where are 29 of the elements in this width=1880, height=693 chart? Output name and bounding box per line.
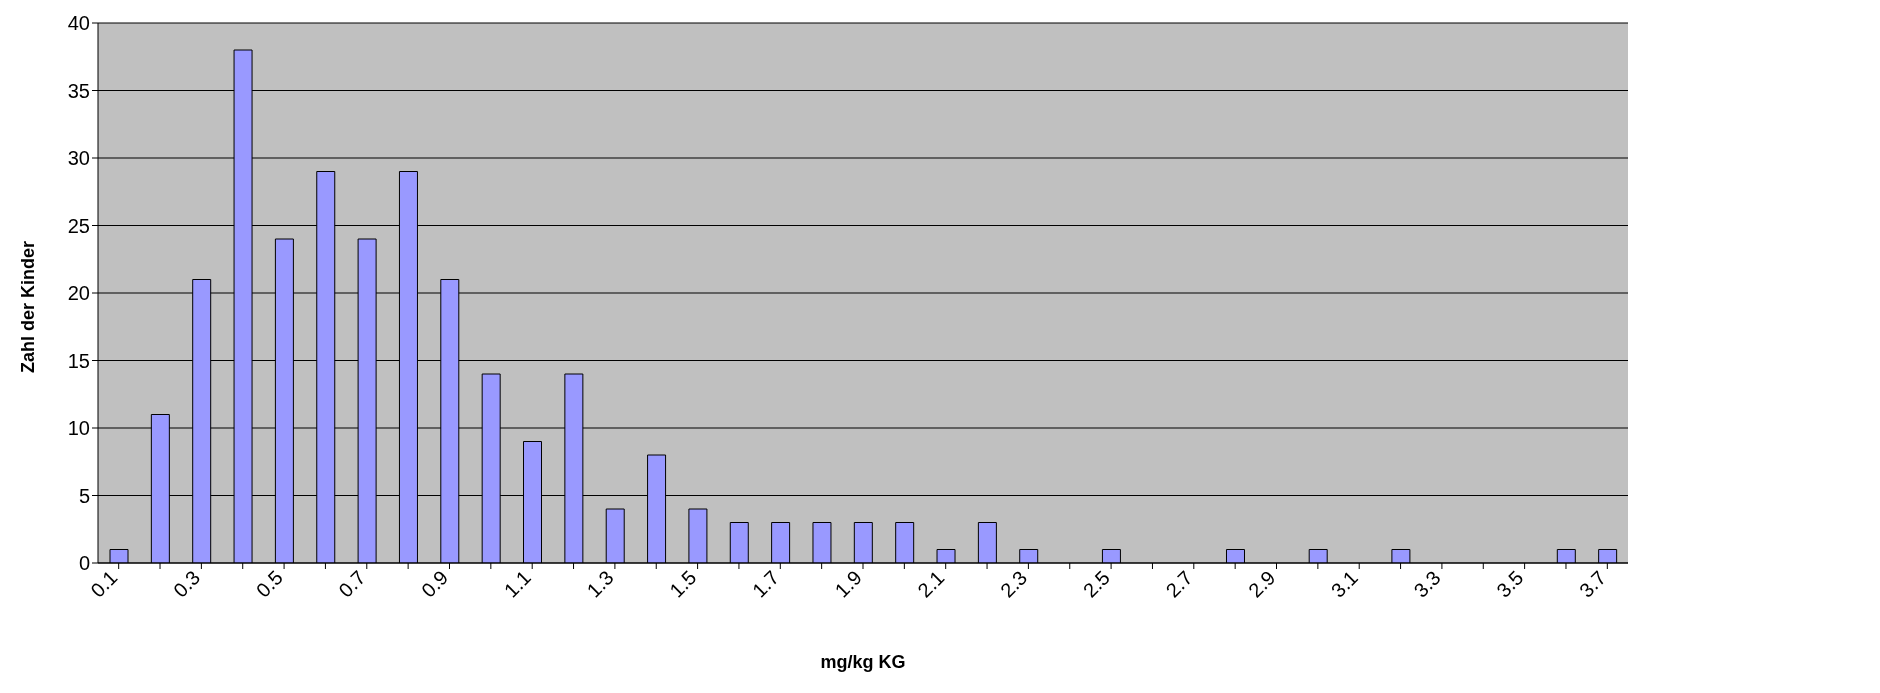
x-tick-label: 0.7 <box>334 566 370 602</box>
x-tick-label: 0.9 <box>417 566 453 602</box>
x-tick-label: 2.7 <box>1161 566 1197 602</box>
x-tick-label: 1.5 <box>665 566 701 602</box>
x-tick-label: 0.5 <box>251 566 287 602</box>
x-tick-label: 1.9 <box>830 566 866 602</box>
x-tick-label: 1.7 <box>747 566 784 602</box>
y-tick-label: 25 <box>67 214 90 237</box>
x-tick-label: 3.3 <box>1409 566 1445 602</box>
x-axis-title: mg/kg KG <box>820 652 906 672</box>
y-tick-label: 35 <box>67 79 90 102</box>
y-tick-label: 30 <box>67 147 90 170</box>
x-tick-label: 3.5 <box>1492 566 1528 602</box>
y-tick-label: 40 <box>67 12 90 35</box>
y-tick-label: 20 <box>67 282 90 305</box>
y-tick-label: 0 <box>78 552 90 575</box>
y-axis-title: Zahl der Kinder <box>18 240 39 373</box>
y-tick-label: 10 <box>67 417 90 440</box>
y-tick-label: 15 <box>67 349 90 372</box>
x-tick-label: 2.5 <box>1078 566 1114 602</box>
x-tick-label: 1.1 <box>499 566 536 602</box>
x-tick-label: 0.3 <box>168 566 205 602</box>
x-tick-label: 3.7 <box>1574 566 1611 602</box>
x-tick-label: 3.1 <box>1326 566 1363 602</box>
y-tick-label: 5 <box>78 484 90 507</box>
x-tick-label: 2.9 <box>1244 566 1280 602</box>
x-tick-label: 2.3 <box>996 566 1032 602</box>
x-tick-label: 1.3 <box>582 566 618 602</box>
x-tick-label: 2.1 <box>913 566 949 602</box>
